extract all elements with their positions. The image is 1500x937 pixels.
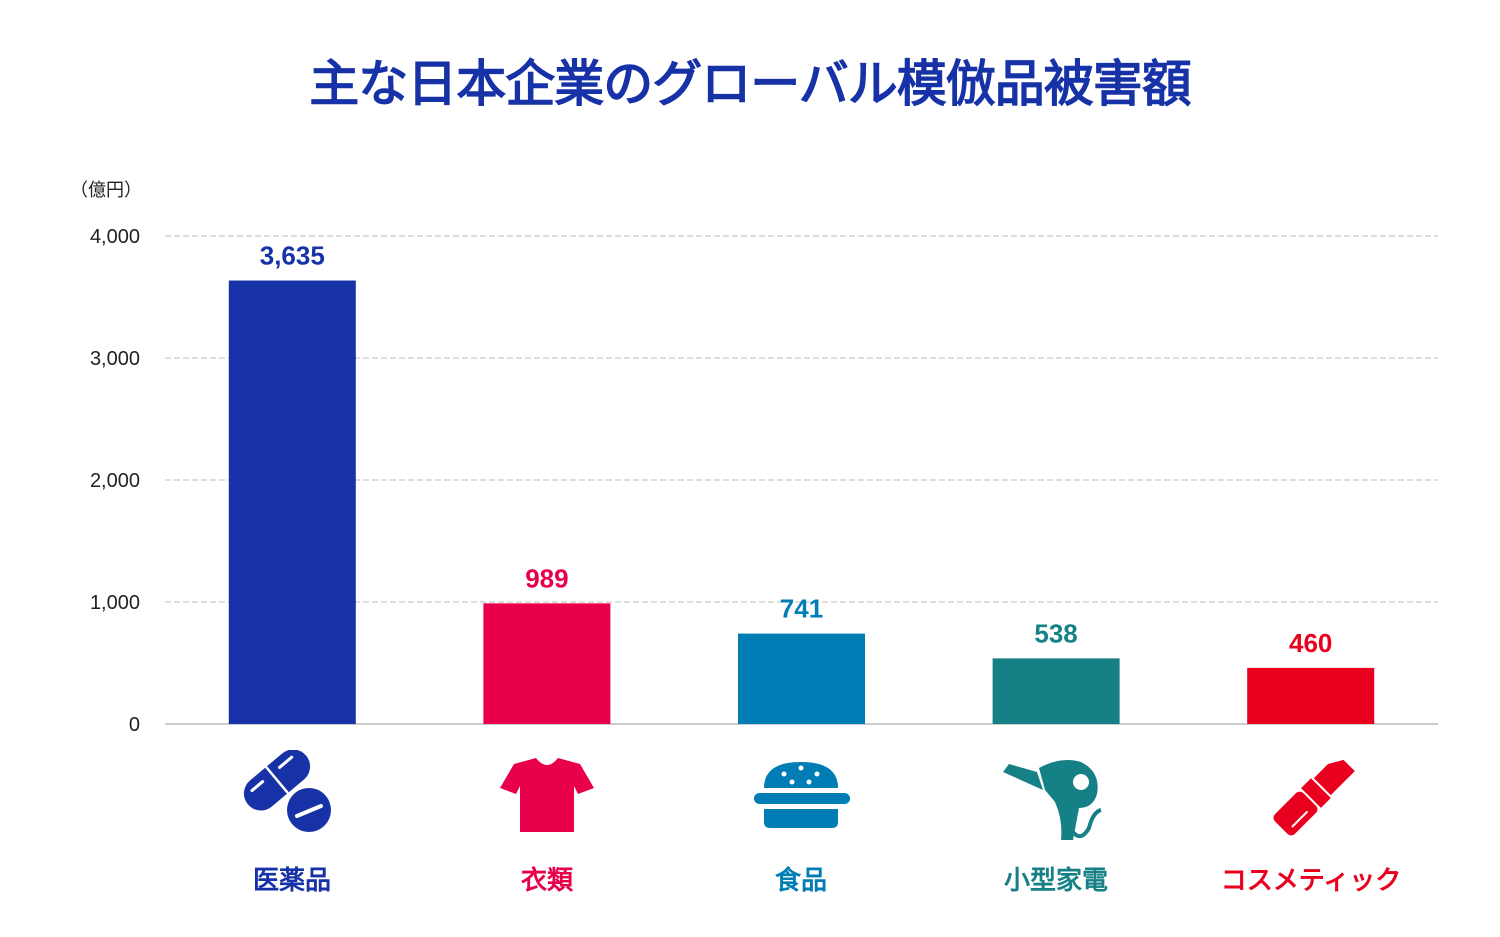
lipstick-icon bbox=[1256, 750, 1366, 840]
chart-title: 主な日本企業のグローバル模倣品被害額 bbox=[309, 55, 1192, 113]
bar bbox=[738, 633, 865, 724]
y-tick-label: 4,000 bbox=[90, 226, 140, 248]
y-axis-unit-label: （億円） bbox=[70, 180, 142, 201]
data-label: 741 bbox=[780, 594, 823, 624]
category-label: 医薬品 bbox=[252, 866, 331, 896]
data-label: 989 bbox=[525, 563, 568, 593]
y-tick-label: 2,000 bbox=[90, 470, 140, 492]
y-tick-label: 1,000 bbox=[90, 592, 140, 614]
category-label: 衣類 bbox=[520, 866, 573, 896]
data-label: 538 bbox=[1034, 618, 1077, 648]
category-label: 小型家電 bbox=[1003, 866, 1108, 896]
category-label: 食品 bbox=[774, 866, 827, 896]
bar bbox=[992, 658, 1120, 724]
bar bbox=[483, 603, 611, 724]
tshirt-icon bbox=[492, 750, 602, 840]
data-label: 3,635 bbox=[260, 241, 325, 271]
y-tick-label: 0 bbox=[129, 714, 140, 736]
bar bbox=[228, 280, 356, 724]
hair-dryer-icon bbox=[1001, 750, 1111, 840]
burger-icon bbox=[746, 750, 856, 840]
category-label: コスメティック bbox=[1220, 866, 1402, 896]
bar bbox=[1247, 667, 1375, 724]
data-label: 460 bbox=[1289, 628, 1332, 658]
y-tick-label: 3,000 bbox=[90, 348, 140, 370]
pill-icon bbox=[237, 749, 347, 840]
